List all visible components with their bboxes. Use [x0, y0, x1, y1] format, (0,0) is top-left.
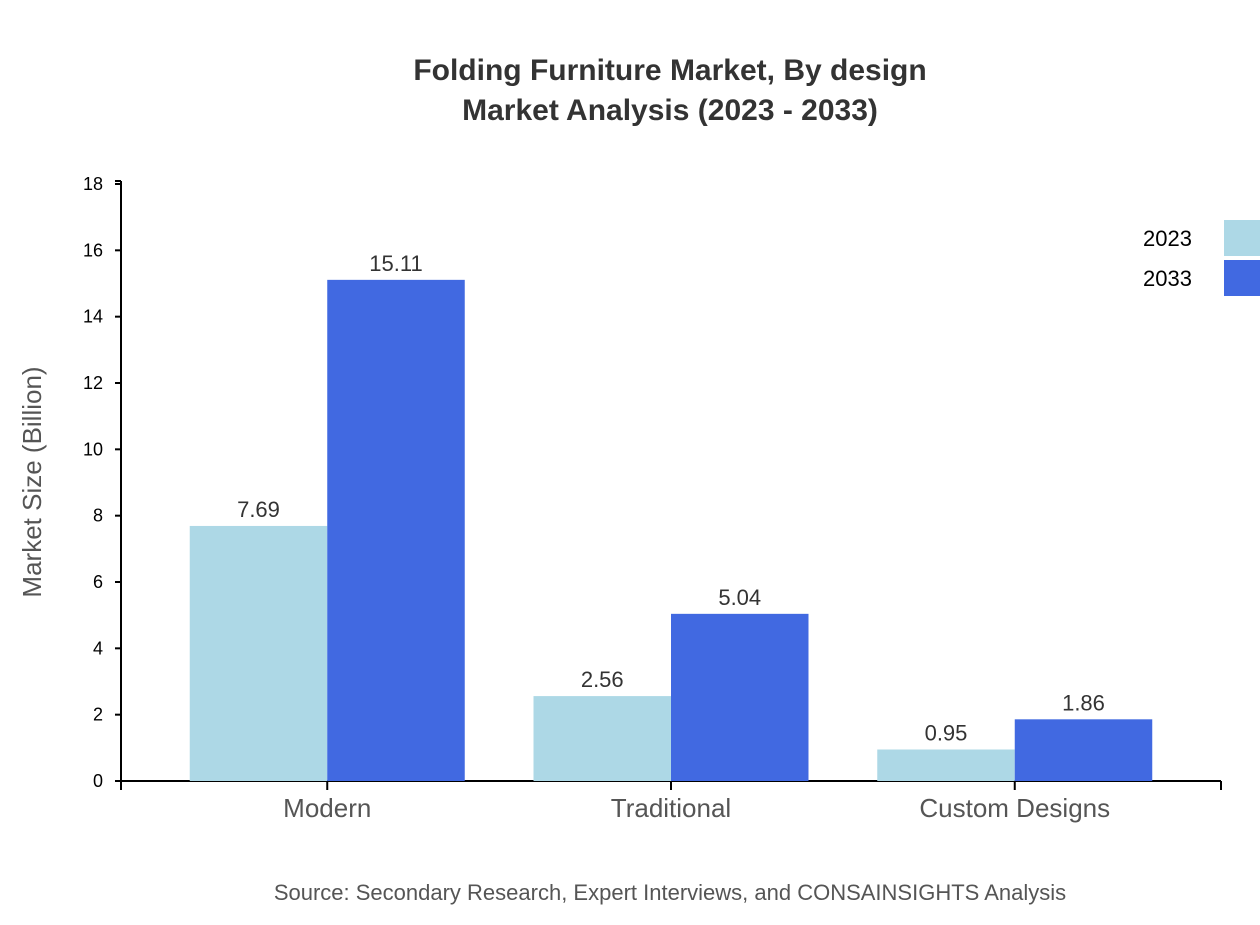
- bars: 7.69 15.11 2.56 5.04 0.95 1.86: [189, 251, 1153, 781]
- legend: 2023 2033: [1143, 220, 1260, 296]
- legend-label: 2033: [1143, 266, 1192, 291]
- y-tick-label: 16: [83, 240, 103, 260]
- chart-subtitle: Market Analysis (2023 - 2033): [462, 94, 878, 127]
- y-tick-label: 2: [93, 705, 103, 725]
- y-tick-label: 6: [93, 572, 103, 592]
- y-tick-label: 18: [83, 174, 103, 194]
- y-tick-label: 0: [93, 771, 103, 791]
- x-tick-label: Modern: [283, 793, 371, 823]
- bar-2023: [877, 749, 1015, 781]
- chart-title: Folding Furniture Market, By design: [413, 54, 926, 87]
- y-axis: 0 2 4 6 8 10 12 14 16 18: [83, 174, 122, 791]
- legend-swatch: [1224, 260, 1260, 296]
- data-label: 1.86: [1062, 690, 1105, 715]
- legend-label: 2023: [1143, 226, 1192, 251]
- y-tick-label: 10: [83, 439, 103, 459]
- bar-2033: [327, 279, 465, 781]
- y-tick-label: 12: [83, 373, 103, 393]
- data-label: 2.56: [581, 667, 624, 692]
- source-note: Source: Secondary Research, Expert Inter…: [274, 880, 1066, 905]
- x-axis: Modern Traditional Custom Designs: [120, 780, 1222, 823]
- x-tick-label: Traditional: [611, 793, 731, 823]
- data-label: 0.95: [925, 720, 968, 745]
- y-tick-label: 8: [93, 506, 103, 526]
- y-axis-label: Market Size (Billion): [17, 366, 47, 597]
- y-tick-label: 14: [83, 307, 103, 327]
- legend-swatch: [1224, 220, 1260, 256]
- bar-2033: [671, 613, 809, 781]
- bar-2023: [533, 696, 671, 781]
- bar-2033: [1014, 719, 1153, 781]
- x-tick-label: Custom Designs: [919, 793, 1110, 823]
- data-label: 5.04: [718, 585, 761, 610]
- data-label: 15.11: [369, 251, 422, 276]
- data-label: 7.69: [237, 497, 280, 522]
- bar-2023: [189, 525, 328, 781]
- y-tick-label: 4: [93, 638, 103, 658]
